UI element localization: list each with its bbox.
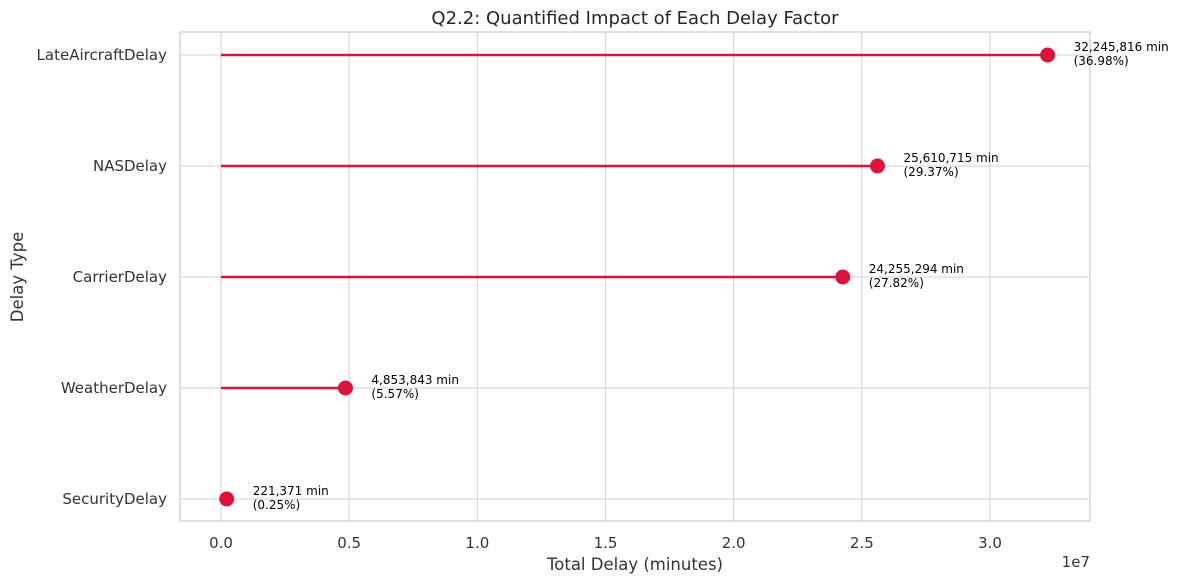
lollipop-dot [1040,47,1056,63]
value-annotation: 221,371 min (0.25%) [253,484,329,512]
x-tick-label: 1.5 [594,534,618,552]
y-axis-title: Delay Type [8,232,27,322]
x-scale-label: 1e7 [1062,553,1090,571]
lollipop-dot [337,380,353,396]
value-annotation: 24,255,294 min (27.82%) [869,262,964,290]
x-tick-label: 2.5 [850,534,874,552]
x-axis-title: Total Delay (minutes) [546,555,723,574]
chart-title: Q2.2: Quantified Impact of Each Delay Fa… [431,8,839,29]
lollipop-dot [835,269,851,285]
x-tick-label: 2.0 [722,534,746,552]
y-tick-label: WeatherDelay [61,379,167,397]
lollipop-dot [219,491,235,507]
value-annotation: 32,245,816 min (36.98%) [1074,40,1169,68]
x-tick-label: 1.0 [465,534,489,552]
x-tick-label: 0.5 [337,534,361,552]
x-tick-label: 3.0 [978,534,1002,552]
x-tick-label: 0.0 [209,534,233,552]
y-tick-label: SecurityDelay [62,490,167,508]
y-tick-label: LateAircraftDelay [37,46,168,64]
plot-frame [179,31,1091,522]
value-annotation: 25,610,715 min (29.37%) [904,151,999,179]
lollipop-dot [870,158,886,174]
value-annotation: 4,853,843 min (5.57%) [371,373,459,401]
y-tick-label: NASDelay [93,157,167,175]
y-tick-label: CarrierDelay [73,268,167,286]
